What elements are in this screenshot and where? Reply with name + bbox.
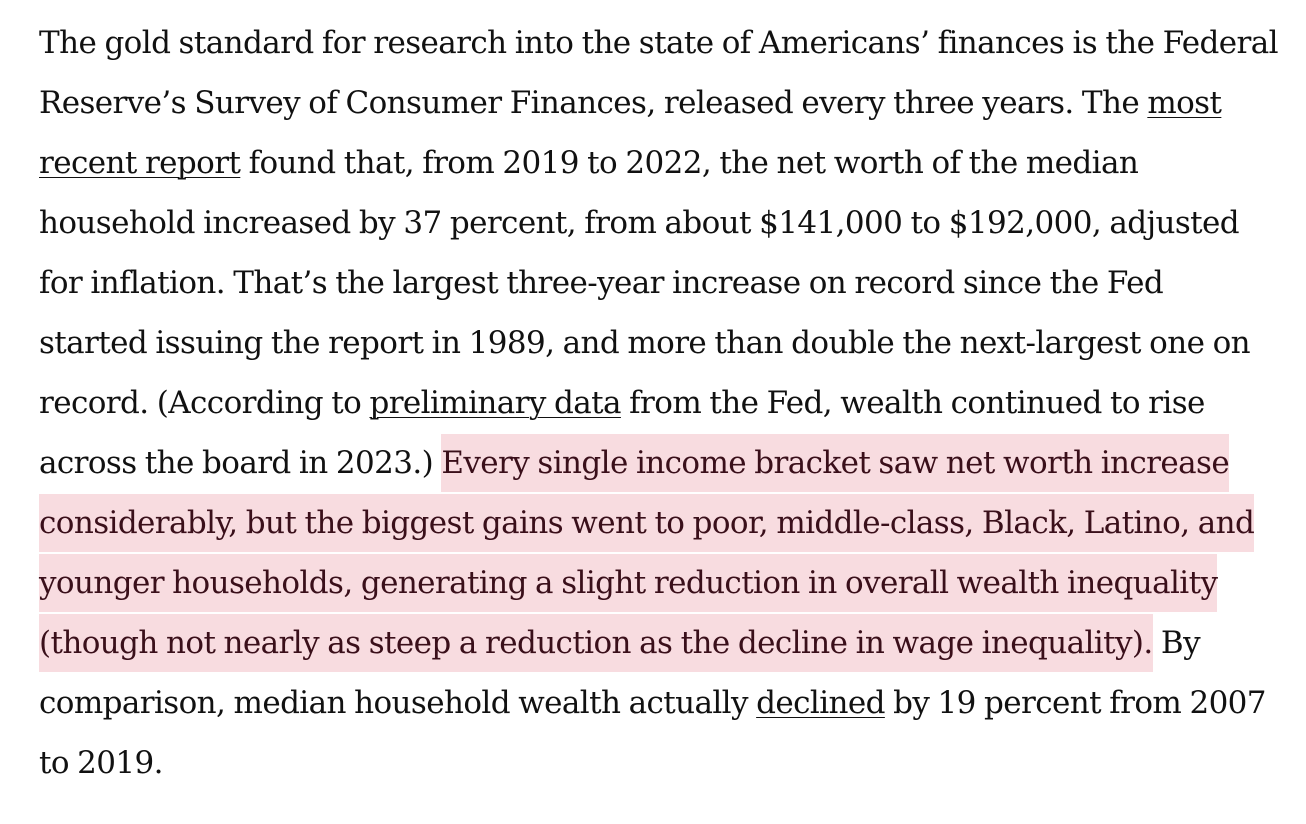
article-paragraph: The gold standard for research into the … bbox=[39, 13, 1279, 793]
most-recent-report-link[interactable]: most recent report bbox=[39, 85, 1222, 181]
paragraph-ending-text: by 19 percent from 2007 to 2019. bbox=[39, 685, 1267, 781]
declined-link[interactable]: declined bbox=[756, 685, 885, 721]
paragraph-continuation-text: from the Fed, wealth continued to rise a… bbox=[39, 385, 1205, 481]
paragraph-body-text: found that, from 2019 to 2022, the net w… bbox=[39, 145, 1251, 421]
paragraph-comparison-text: By comparison, median household wealth a… bbox=[39, 625, 1201, 721]
paragraph-intro-text: The gold standard for research into the … bbox=[39, 25, 1279, 121]
preliminary-data-link[interactable]: preliminary data bbox=[369, 385, 621, 421]
